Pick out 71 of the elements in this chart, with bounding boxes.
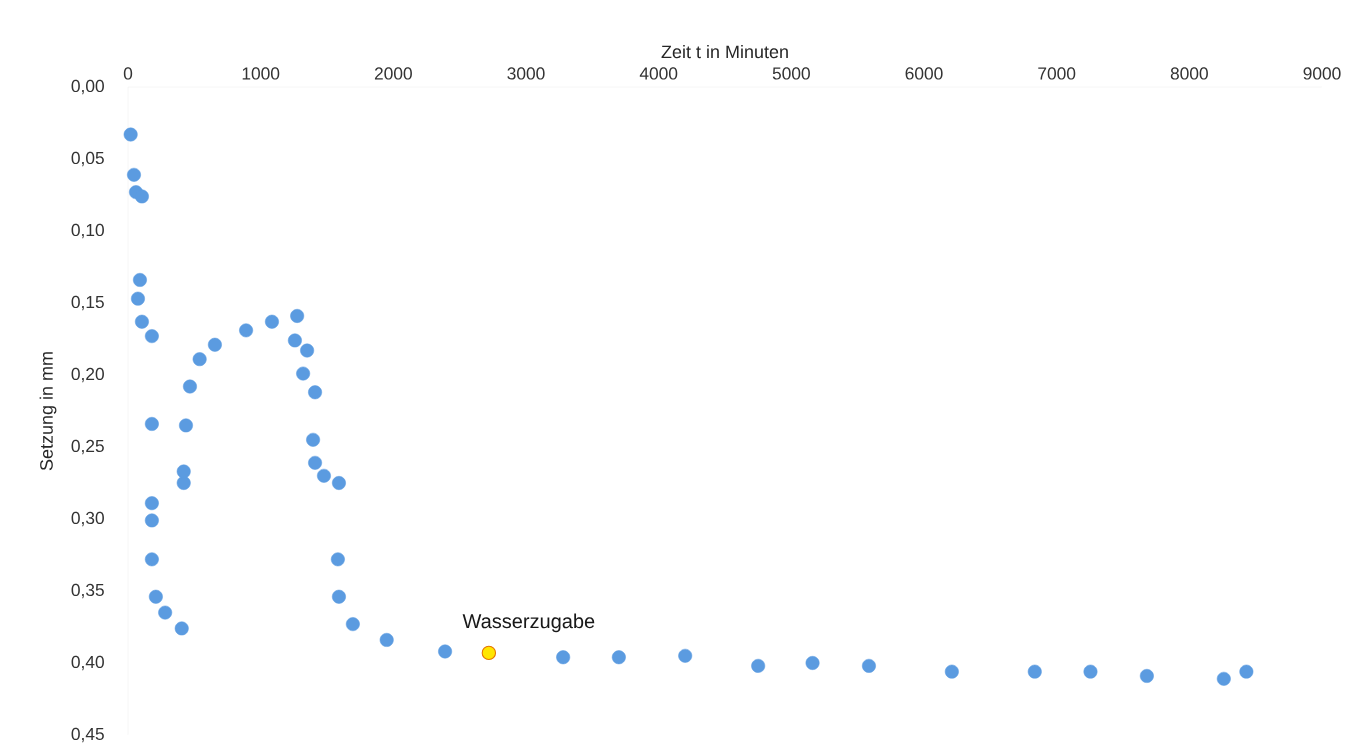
x-tick-label: 6000: [905, 67, 943, 80]
point: [345, 617, 360, 632]
point: [556, 650, 571, 665]
point: [144, 496, 159, 511]
point: [1083, 664, 1098, 679]
point: [308, 385, 322, 400]
y-tick-label: 0,25: [71, 439, 104, 455]
point: [192, 352, 207, 367]
point: [1239, 664, 1254, 679]
point: [290, 309, 305, 323]
x-tick-label: 5000: [772, 67, 810, 80]
x-tick-label: 0: [123, 67, 133, 80]
y-tick-label: 0,00: [71, 79, 104, 95]
y-tick-label: 0,20: [71, 367, 104, 383]
point: [308, 455, 322, 470]
point: [158, 605, 173, 620]
point: [133, 273, 147, 287]
point: [144, 552, 159, 567]
point: [287, 333, 302, 348]
point: [332, 476, 346, 490]
point: [611, 650, 626, 665]
point: [174, 621, 189, 636]
point: [862, 658, 876, 673]
x-tick-label: 4000: [639, 67, 678, 80]
point: [144, 513, 159, 528]
point: [123, 127, 138, 142]
y-tick-label: 0,05: [71, 151, 104, 167]
point: [176, 464, 191, 479]
point: [330, 552, 345, 567]
point: [1139, 669, 1154, 683]
y-tick-label: 0,35: [71, 583, 104, 599]
point: [183, 379, 197, 394]
x-tick-label: 3000: [507, 67, 545, 80]
point: [131, 291, 145, 306]
point: [379, 633, 394, 647]
point: [134, 314, 149, 329]
point: [1216, 671, 1231, 686]
x-tick-label: 2000: [374, 67, 412, 80]
point: [306, 432, 321, 447]
y-tick-label: 0,15: [71, 295, 104, 311]
x-axis-title: Zeit t in Minuten: [661, 44, 788, 59]
point: [944, 664, 959, 679]
point: [678, 648, 693, 663]
point: [332, 589, 346, 604]
point: [207, 337, 222, 352]
point: [144, 329, 159, 344]
point: [438, 644, 453, 659]
point: [317, 468, 331, 483]
point: [144, 417, 159, 431]
point: [239, 323, 254, 338]
point: [751, 658, 766, 673]
point: [481, 645, 497, 661]
y-tick-label: 0,40: [71, 655, 104, 671]
y-axis-title: Setzung in mm: [39, 352, 57, 471]
point: [179, 418, 193, 433]
x-tick-label: 9000: [1303, 67, 1341, 80]
y-tick-label: 0,45: [71, 727, 104, 743]
x-tick-label: 1000: [242, 67, 280, 80]
point: [300, 343, 315, 358]
point: [296, 366, 311, 381]
point: [1027, 664, 1042, 679]
point: [134, 189, 149, 204]
point: [805, 656, 820, 670]
x-tick-label: 7000: [1038, 67, 1076, 80]
annotation: Wasserzugabe: [462, 613, 595, 633]
y-tick-label: 0,10: [71, 223, 104, 239]
point: [127, 167, 141, 182]
x-tick-label: 8000: [1170, 67, 1208, 80]
point: [148, 589, 163, 604]
y-tick-label: 0,30: [71, 511, 104, 527]
point: [265, 314, 279, 329]
